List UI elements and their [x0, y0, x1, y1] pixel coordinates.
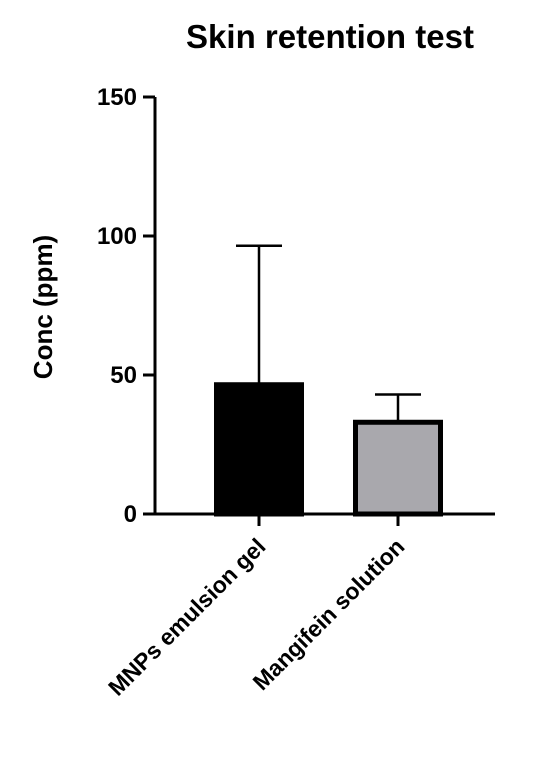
axes-layer	[153, 97, 495, 526]
bar-1	[214, 382, 304, 517]
y-axis-label: Conc (ppm)	[28, 235, 58, 379]
chart-title: Skin retention test	[186, 18, 474, 55]
bar-2	[353, 419, 443, 517]
bars-layer	[214, 382, 443, 517]
x-tick-label-2: Mangifein solution	[247, 533, 409, 695]
error-bars-layer	[236, 244, 421, 423]
y-tick-label-2: 50	[110, 362, 137, 389]
y-tick-label-1: 0	[124, 501, 137, 528]
y-tick-label-4: 150	[97, 84, 137, 111]
x-tick-label-1: MNPs emulsion gel	[103, 533, 270, 700]
y-tick-label-3: 100	[97, 223, 137, 250]
y-ticks-layer: 0 50 100 150	[97, 84, 155, 528]
